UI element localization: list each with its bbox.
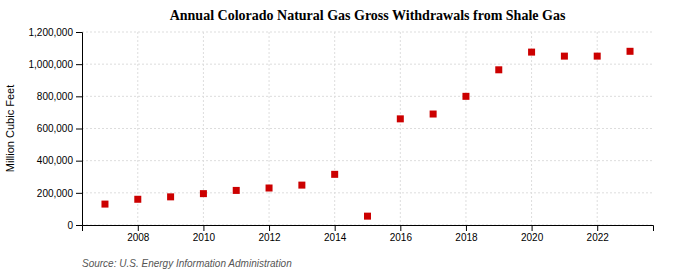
point xyxy=(200,190,207,197)
point xyxy=(134,196,141,203)
x-tick-mark xyxy=(597,225,598,231)
y-tick-label: 400,000 xyxy=(37,155,74,166)
y-tick-mark xyxy=(76,32,82,33)
point xyxy=(167,193,174,200)
y-tick: 1,200,000 xyxy=(29,27,83,38)
x-tick-mark xyxy=(466,225,467,231)
point xyxy=(561,53,568,60)
point xyxy=(627,48,634,55)
x-tick-label: 2008 xyxy=(127,232,150,243)
y-tick-label: 0 xyxy=(67,220,73,231)
y-axis-line xyxy=(76,33,83,226)
x-tick: 2020 xyxy=(521,225,544,243)
y-tick-label: 800,000 xyxy=(37,91,74,102)
point xyxy=(528,49,535,56)
x-axis-line xyxy=(83,226,654,232)
x-tick-mark xyxy=(335,225,336,231)
x-tick: 2022 xyxy=(587,225,610,243)
source-note: Source: U.S. Energy Information Administ… xyxy=(82,258,292,269)
point xyxy=(430,111,437,118)
point xyxy=(298,182,305,189)
x-tick-mark xyxy=(400,225,401,231)
point xyxy=(101,201,108,208)
y-tick-label: 1,000,000 xyxy=(29,59,74,70)
x-tick-label: 2018 xyxy=(455,232,478,243)
y-tick: 1,000,000 xyxy=(29,59,83,70)
x-tick: 2008 xyxy=(127,225,150,243)
x-tick-label: 2016 xyxy=(390,232,413,243)
y-tick: 200,000 xyxy=(37,188,82,199)
x-tick-mark xyxy=(532,225,533,231)
x-tick-mark xyxy=(138,225,139,231)
point xyxy=(331,171,338,178)
point xyxy=(233,187,240,194)
y-tick-mark xyxy=(76,161,82,162)
y-tick: 400,000 xyxy=(37,155,82,166)
x-tick-label: 2010 xyxy=(193,232,216,243)
x-tick-label: 2022 xyxy=(587,232,610,243)
chart: 2008 2010 2012 2014 2016 2018 2020 2022 0 200,000… xyxy=(0,0,675,275)
x-axis: 2008 2010 2012 2014 2016 2018 2020 2022 xyxy=(83,225,654,243)
y-tick: 600,000 xyxy=(37,123,82,134)
y-tick-label: 200,000 xyxy=(37,188,74,199)
grid-line-y xyxy=(82,32,653,33)
x-tick: 2014 xyxy=(324,225,347,243)
grid-line-y xyxy=(82,192,653,193)
grid-line-y xyxy=(82,64,653,65)
x-tick-label: 2012 xyxy=(258,232,281,243)
grid-line-x xyxy=(269,32,270,225)
title: Annual Colorado Natural Gas Gross Withdr… xyxy=(170,8,566,23)
y-tick-mark xyxy=(76,64,82,65)
points xyxy=(101,48,633,220)
x-tick: 2018 xyxy=(455,225,478,243)
point xyxy=(266,185,273,192)
y-tick-mark xyxy=(76,129,82,130)
y-axis: 0 200,000 400,000 600,000 800,000 1,000,000 1,… xyxy=(29,27,83,231)
y-tick: 800,000 xyxy=(37,91,82,102)
y-tick-label: 600,000 xyxy=(37,123,74,134)
x-tick-mark xyxy=(203,225,204,231)
x-tick-label: 2014 xyxy=(324,232,347,243)
point xyxy=(397,115,404,122)
x-tick-label: 2020 xyxy=(521,232,544,243)
grid-line-y xyxy=(82,96,653,97)
y-tick-mark xyxy=(76,193,82,194)
point xyxy=(594,53,601,60)
x-tick-mark xyxy=(269,225,270,231)
grid xyxy=(82,32,653,225)
y-axis-title: Million Cubic Feet xyxy=(4,85,16,172)
y-tick: 0 xyxy=(67,220,82,231)
y-tick-mark xyxy=(76,96,82,97)
x-tick: 2012 xyxy=(258,225,281,243)
x-tick: 2016 xyxy=(390,225,413,243)
plot-area: 2008 2010 2012 2014 2016 2018 2020 2022 0 200,000… xyxy=(29,27,654,243)
point xyxy=(495,66,502,73)
x-tick: 2010 xyxy=(193,225,216,243)
grid-line-y xyxy=(82,160,653,161)
point xyxy=(364,213,371,220)
y-tick-mark xyxy=(76,225,82,226)
y-tick-label: 1,200,000 xyxy=(29,27,74,38)
grid-line-x xyxy=(597,32,598,225)
grid-line-y xyxy=(82,128,653,129)
point xyxy=(462,93,469,100)
